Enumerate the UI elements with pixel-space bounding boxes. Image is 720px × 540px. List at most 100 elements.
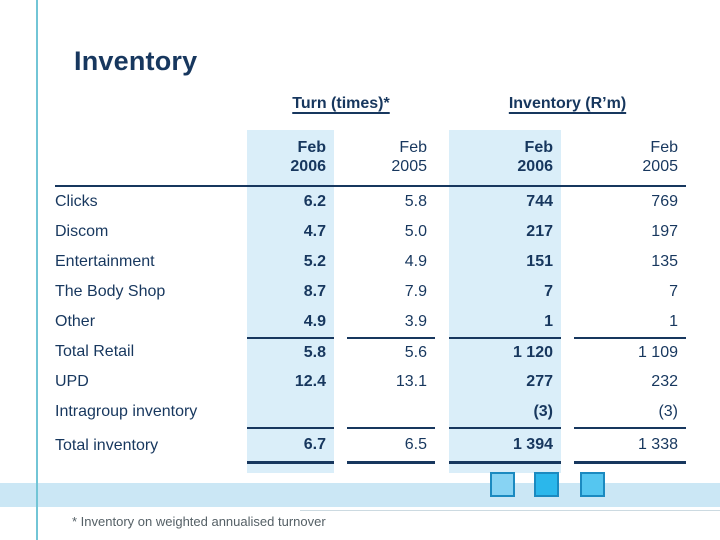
cell-value: 7 — [669, 283, 678, 300]
spacer — [435, 307, 449, 337]
column-header-label: Feb — [399, 139, 427, 157]
page-title: Inventory — [74, 46, 198, 77]
cell-value: 6.7 — [247, 427, 334, 464]
row-label: Total inventory — [55, 436, 159, 454]
cell-value: (3) — [533, 403, 553, 420]
spacer — [334, 427, 347, 464]
spacer — [334, 277, 347, 307]
cell-value: 4.9 — [303, 313, 326, 330]
spacer — [561, 307, 574, 337]
spacer — [561, 337, 574, 367]
table-row: Intragroup inventory (3) (3) — [55, 397, 686, 427]
column-group-turn-label: Turn (times)* — [292, 95, 390, 112]
cell-value: 135 — [651, 253, 678, 270]
spacer — [561, 130, 574, 185]
highlight-column-inventory-2006 — [449, 130, 561, 473]
cell-value: 217 — [526, 223, 553, 240]
spacer — [561, 187, 574, 217]
spacer — [334, 130, 347, 185]
spacer — [435, 277, 449, 307]
column-header-year: 2006 — [290, 157, 326, 175]
spacer — [334, 217, 347, 247]
cell-value: 232 — [651, 373, 678, 390]
column-header-year: 2006 — [517, 157, 553, 175]
table-row: Total inventory 6.7 6.5 1 394 1 338 — [55, 427, 686, 464]
spacer — [435, 187, 449, 217]
cell-value: 5.2 — [303, 253, 326, 270]
row-label: UPD — [55, 373, 89, 390]
column-header-row: Feb 2006 Feb 2005 Feb 2006 Feb 2005 — [55, 130, 686, 187]
spacer — [561, 427, 574, 464]
table-row: UPD 12.4 13.1 277 232 — [55, 367, 686, 397]
cell-value: 1 109 — [574, 337, 686, 367]
cell-value: 277 — [526, 373, 553, 390]
row-label: The Body Shop — [55, 283, 166, 300]
column-group-inventory-label: Inventory (R’m) — [508, 95, 627, 112]
column-header-label: Feb — [650, 139, 678, 157]
spacer — [55, 130, 247, 185]
row-label: Intragroup inventory — [55, 403, 198, 420]
spacer — [435, 247, 449, 277]
footer-band — [0, 483, 720, 507]
table-row: Other 4.9 3.9 1 1 — [55, 307, 686, 337]
row-label: Total Retail — [55, 343, 135, 360]
cell-value: 4.7 — [303, 223, 326, 240]
accent-vline — [36, 0, 38, 540]
spacer — [334, 337, 347, 367]
cell-value: 1 338 — [574, 427, 686, 464]
cell-value: 1 — [544, 313, 553, 330]
column-header-label: Feb — [297, 139, 326, 157]
column-header-turn-2005: Feb 2005 — [347, 130, 435, 185]
cell-value: (3) — [658, 403, 678, 420]
table-row: Entertainment 5.2 4.9 151 135 — [55, 247, 686, 277]
column-header-inventory-2006: Feb 2006 — [449, 130, 561, 185]
cell-value: 5.8 — [247, 337, 334, 367]
column-header-inventory-2005: Feb 2005 — [574, 130, 686, 185]
spacer — [334, 397, 347, 427]
spacer — [334, 187, 347, 217]
cell-value — [347, 397, 435, 427]
cell-value: 5.0 — [404, 223, 427, 240]
cell-value: 197 — [651, 223, 678, 240]
cell-value: 769 — [651, 193, 678, 210]
spacer — [334, 367, 347, 397]
table-row: Clicks 6.2 5.8 744 769 — [55, 187, 686, 217]
spacer — [435, 427, 449, 464]
column-group-inventory: Inventory (R’m) — [449, 95, 686, 113]
spacer — [561, 247, 574, 277]
spacer — [561, 277, 574, 307]
column-header-turn-2006: Feb 2006 — [247, 130, 334, 185]
cell-value: 5.8 — [404, 193, 427, 210]
footnote: * Inventory on weighted annualised turno… — [72, 514, 326, 529]
spacer — [334, 247, 347, 277]
row-label: Discom — [55, 223, 109, 240]
spacer — [435, 217, 449, 247]
cell-value: 7.9 — [404, 283, 427, 300]
footer-divider — [300, 510, 720, 511]
cell-value: 151 — [526, 253, 553, 270]
cell-value: 7 — [544, 283, 553, 300]
spacer — [435, 337, 449, 367]
row-label: Entertainment — [55, 253, 155, 270]
row-label: Clicks — [55, 193, 98, 210]
cell-value: 1 120 — [449, 337, 561, 367]
cell-value: 1 394 — [449, 427, 561, 464]
highlight-column-turn-2006 — [247, 130, 334, 473]
cell-value: 5.6 — [347, 337, 435, 367]
column-header-year: 2005 — [642, 157, 678, 175]
table-row: Discom 4.7 5.0 217 197 — [55, 217, 686, 247]
spacer — [561, 397, 574, 427]
cell-value: 1 — [669, 313, 678, 330]
column-group-turn: Turn (times)* — [247, 95, 435, 113]
cell-value: 13.1 — [395, 373, 427, 390]
cell-value: 8.7 — [303, 283, 326, 300]
table-body: Clicks 6.2 5.8 744 769 Discom 4.7 5.0 21… — [55, 187, 686, 464]
spacer — [435, 367, 449, 397]
cell-value: 6.2 — [303, 193, 326, 210]
cell-value: 6.5 — [347, 427, 435, 464]
spacer — [561, 367, 574, 397]
cell-value: 4.9 — [404, 253, 427, 270]
spacer — [334, 307, 347, 337]
row-label: Other — [55, 313, 96, 330]
table-row: The Body Shop 8.7 7.9 7 7 — [55, 277, 686, 307]
